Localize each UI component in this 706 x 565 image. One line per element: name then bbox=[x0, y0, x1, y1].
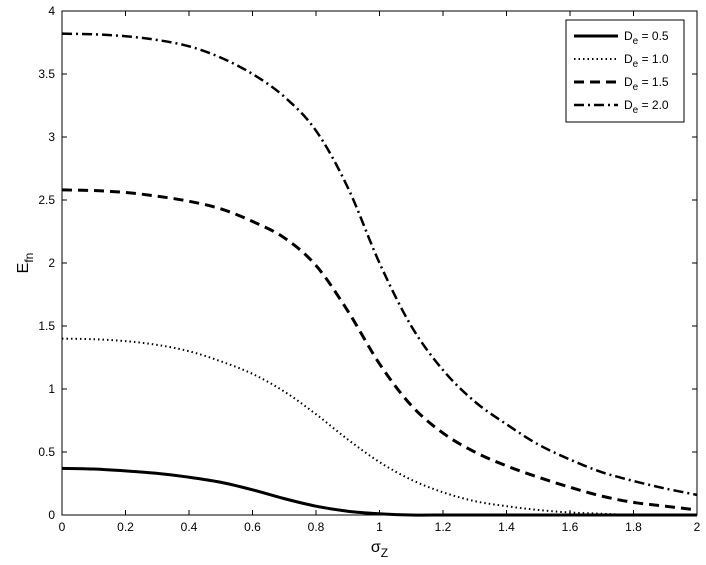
x-axis-label: σZ bbox=[371, 539, 388, 560]
x-tick-label: 0.4 bbox=[181, 520, 198, 534]
x-tick-label: 1 bbox=[376, 520, 383, 534]
x-axis-label-subscript: Z bbox=[381, 546, 388, 560]
y-tick-label: 1.5 bbox=[38, 319, 55, 333]
y-tick-label: 0.5 bbox=[38, 445, 55, 459]
legend-label-value: = 2.0 bbox=[638, 98, 669, 112]
x-tick-label: 0.8 bbox=[308, 520, 325, 534]
legend-label-main: D bbox=[624, 52, 633, 66]
legend-label-main: D bbox=[624, 98, 633, 112]
x-tick-label: 0.2 bbox=[117, 520, 134, 534]
series-line-dashed bbox=[61, 188, 698, 512]
y-tick-label: 2 bbox=[48, 256, 55, 270]
y-tick-label: 2.5 bbox=[38, 193, 55, 207]
series-line-dashdot bbox=[61, 32, 698, 497]
x-tick-label: 1.8 bbox=[625, 520, 642, 534]
x-tick-label: 1.6 bbox=[562, 520, 579, 534]
x-tick-label: 0 bbox=[59, 520, 66, 534]
legend-label-main: D bbox=[624, 75, 633, 89]
legend-label: De = 1.5 bbox=[624, 75, 669, 93]
legend-label-subscript: e bbox=[633, 59, 639, 70]
y-axis-label-main: E bbox=[15, 263, 32, 274]
legend-label-subscript: e bbox=[633, 36, 639, 47]
y-axis-label-subscript: fn bbox=[22, 253, 36, 263]
legend-label: De = 0.5 bbox=[624, 29, 669, 47]
y-tick-label: 3.5 bbox=[38, 67, 55, 81]
legend-label-subscript: e bbox=[633, 82, 639, 93]
x-axis-label-main: σ bbox=[371, 539, 381, 556]
x-tick-label: 1.2 bbox=[435, 520, 452, 534]
y-tick-label: 4 bbox=[48, 4, 55, 18]
legend-label: De = 2.0 bbox=[624, 98, 669, 116]
legend-label: De = 1.0 bbox=[624, 52, 669, 70]
legend: De = 0.5De = 1.0De = 1.5De = 2.0 bbox=[565, 19, 685, 123]
y-tick-label: 3 bbox=[48, 130, 55, 144]
y-tick-label: 0 bbox=[48, 508, 55, 522]
x-tick-label: 2 bbox=[694, 520, 701, 534]
legend-label-main: D bbox=[624, 29, 633, 43]
x-tick-label: 0.6 bbox=[244, 520, 261, 534]
y-tick-label: 1 bbox=[48, 382, 55, 396]
series-layer bbox=[61, 32, 698, 517]
series-line-solid bbox=[61, 466, 697, 517]
legend-label-value: = 1.5 bbox=[638, 75, 669, 89]
x-tick-label: 1.4 bbox=[498, 520, 515, 534]
legend-label-value: = 0.5 bbox=[638, 29, 669, 43]
legend-label-subscript: e bbox=[633, 105, 639, 116]
series-line-dotted bbox=[61, 337, 697, 517]
legend-label-value: = 1.0 bbox=[638, 52, 669, 66]
y-axis-label: Efn bbox=[15, 253, 36, 274]
axis-ticks: 0 0.2 0.4 0.6 0.8 1 1.2 1.4 1.6 1.8 2 0 0.5 1 1.5 2 2.5 3… bbox=[38, 4, 700, 534]
